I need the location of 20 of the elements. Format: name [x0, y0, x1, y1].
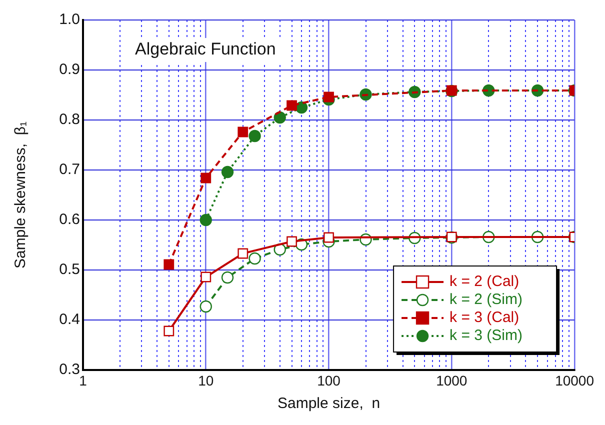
legend-label: k = 3 (Sim) [450, 327, 522, 344]
y-tick-label: 0.8 [59, 111, 80, 128]
y-tick-label: 0.6 [59, 211, 80, 228]
x-axis-title: Sample size, n [277, 395, 380, 412]
y-tick-label: 0.5 [59, 261, 80, 278]
y-tick-label: 0.9 [59, 61, 80, 78]
legend-label: k = 2 (Cal) [450, 273, 520, 290]
legend-label: k = 2 (Sim) [450, 291, 522, 308]
x-tick-label: 100 [317, 372, 341, 388]
y-axis-title: Sample skewness, β₁ [12, 121, 30, 269]
legend-label: k = 3 (Cal) [450, 309, 520, 326]
y-tick-label: 0.4 [59, 311, 80, 328]
annotation: Algebraic Function [135, 40, 276, 59]
x-tick-label: 10 [198, 372, 214, 388]
y-tick-label: 0.3 [59, 361, 80, 378]
x-tick-label: 10000 [555, 372, 594, 388]
y-tick-label: 0.7 [59, 161, 80, 178]
x-tick-label: 1 [79, 372, 88, 388]
y-tick-label: 1.0 [59, 11, 80, 28]
x-tick-label: 1000 [436, 372, 468, 388]
